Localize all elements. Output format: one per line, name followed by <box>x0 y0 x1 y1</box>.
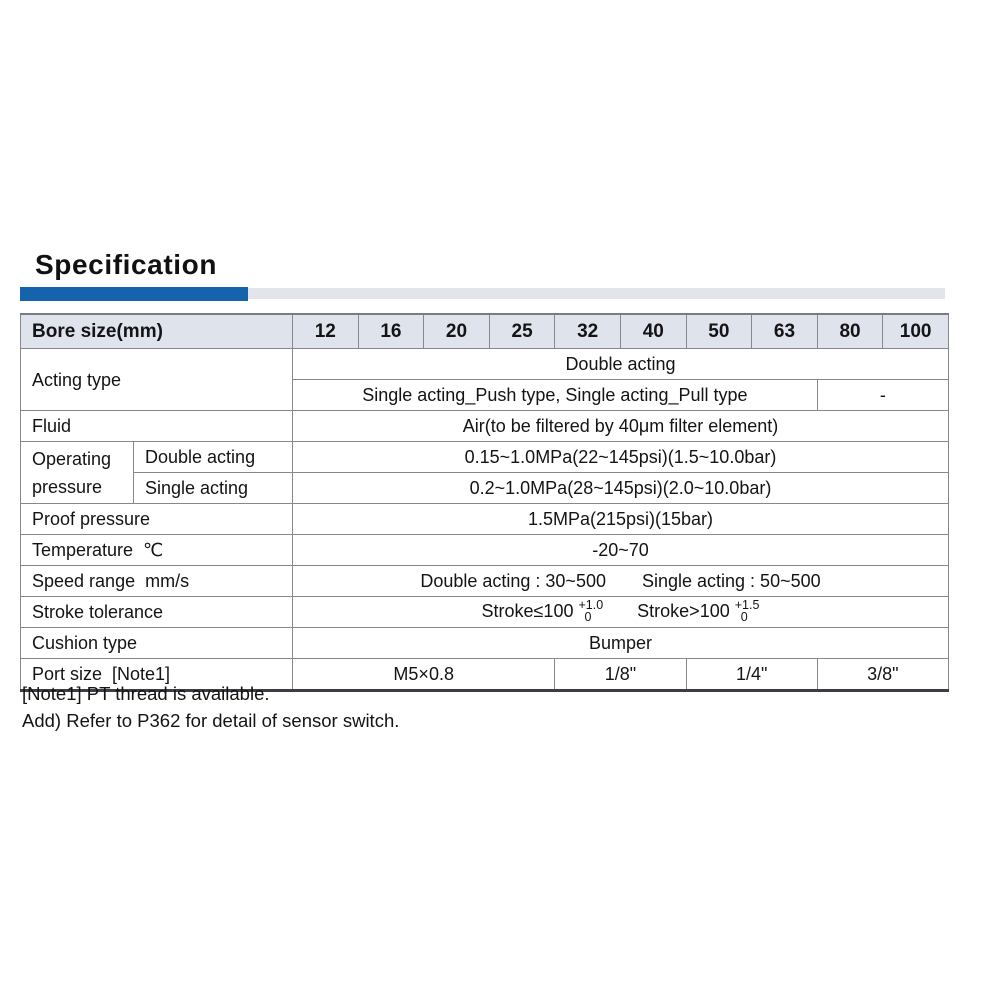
bore-col-25: 25 <box>488 313 556 349</box>
stroke-tolerance-value: Stroke≤100 +1.0 0 Stroke>100 +1.5 0 <box>292 596 949 628</box>
cushion-type-row: Cushion type Bumper <box>19 627 949 659</box>
acting-type-single-na: - <box>816 379 949 411</box>
bore-col-20: 20 <box>423 313 490 349</box>
specification-table: Bore size(mm) 12 16 20 25 32 40 50 63 80… <box>19 313 949 692</box>
bore-col-80: 80 <box>816 313 884 349</box>
port-size-m5: M5×0.8 <box>292 658 556 692</box>
footnote-2: Add) Refer to P362 for detail of sensor … <box>22 710 400 731</box>
temperature-label: Temperature ℃ <box>19 534 294 566</box>
bore-col-40: 40 <box>619 313 687 349</box>
bore-size-label: Bore size(mm) <box>19 313 294 349</box>
acting-type-single-value: Single acting_Push type, Single acting_P… <box>292 379 818 411</box>
bore-col-100: 100 <box>882 313 949 349</box>
operating-pressure-single-row: Single acting 0.2~1.0MPa(28~145psi)(2.0~… <box>21 472 949 504</box>
temperature-row: Temperature ℃ -20~70 <box>19 534 949 566</box>
stroke-gt-tolerance: +1.5 0 <box>734 598 760 624</box>
bore-col-32: 32 <box>554 313 621 349</box>
bore-col-12: 12 <box>292 313 359 349</box>
port-size-label: Port size [Note1] <box>19 658 294 692</box>
speed-range-value: Double acting : 30~500 Single acting : 50… <box>292 565 949 597</box>
bore-col-16: 16 <box>357 313 425 349</box>
acting-type-double-row: Acting type Double acting <box>19 348 949 411</box>
bore-col-63: 63 <box>751 313 818 349</box>
bore-size-header-row: Bore size(mm) 12 16 20 25 32 40 50 63 80… <box>19 313 949 349</box>
proof-pressure-value: 1.5MPa(215psi)(15bar) <box>292 503 949 535</box>
port-size-1-4: 1/4" <box>685 658 818 692</box>
bore-col-50: 50 <box>685 313 753 349</box>
operating-pressure-double-value: 0.15~1.0MPa(22~145psi)(1.5~10.0bar) <box>292 441 949 473</box>
page-title: Specification <box>35 249 218 280</box>
proof-pressure-label: Proof pressure <box>19 503 294 535</box>
port-size-row: Port size [Note1] M5×0.8 1/8" 1/4" 3/8" <box>19 658 949 692</box>
footnote-1: [Note1] PT thread is available. <box>22 683 270 704</box>
footnotes: [Note1] PT thread is available. Add) Ref… <box>22 680 399 734</box>
temperature-value: -20~70 <box>292 534 949 566</box>
fluid-value: Air(to be filtered by 40μm filter elemen… <box>292 410 949 442</box>
operating-pressure-label: Operating pressure <box>20 441 134 504</box>
acting-type-single-row: Single acting_Push type, Single acting_P… <box>21 379 949 411</box>
speed-range-single: Single acting : 50~500 <box>641 570 821 591</box>
speed-range-double: Double acting : 30~500 <box>420 570 606 591</box>
title-underline-gray-segment <box>248 288 945 299</box>
stroke-le-text: Stroke≤100 <box>481 600 574 621</box>
title-underline-blue-segment <box>20 287 248 301</box>
port-size-3-8: 3/8" <box>816 658 949 692</box>
stroke-le-tolerance: +1.0 0 <box>578 598 604 624</box>
proof-pressure-row: Proof pressure 1.5MPa(215psi)(15bar) <box>19 503 949 535</box>
fluid-label: Fluid <box>19 410 294 442</box>
operating-pressure-double-label: Double acting <box>132 441 294 473</box>
operating-pressure-single-label: Single acting <box>132 472 294 504</box>
operating-pressure-double-row: Operating pressure Double acting 0.15~1.… <box>20 441 949 504</box>
acting-type-double-value: Double acting <box>292 348 949 380</box>
speed-range-row: Speed range mm/s Double acting : 30~500 S… <box>19 565 949 597</box>
cushion-type-label: Cushion type <box>19 627 294 659</box>
cushion-type-value: Bumper <box>292 627 949 659</box>
port-size-1-8: 1/8" <box>554 658 687 692</box>
stroke-tolerance-row: Stroke tolerance Stroke≤100 +1.0 0 Stroke>1… <box>19 596 949 628</box>
stroke-gt-text: Stroke>100 <box>637 600 730 621</box>
fluid-row: Fluid Air(to be filtered by 40μm filter … <box>19 410 949 442</box>
speed-range-label: Speed range mm/s <box>19 565 294 597</box>
stroke-tolerance-label: Stroke tolerance <box>19 596 294 628</box>
acting-type-label: Acting type <box>19 348 294 411</box>
operating-pressure-single-value: 0.2~1.0MPa(28~145psi)(2.0~10.0bar) <box>292 472 949 504</box>
title-underline-bar <box>20 287 945 301</box>
